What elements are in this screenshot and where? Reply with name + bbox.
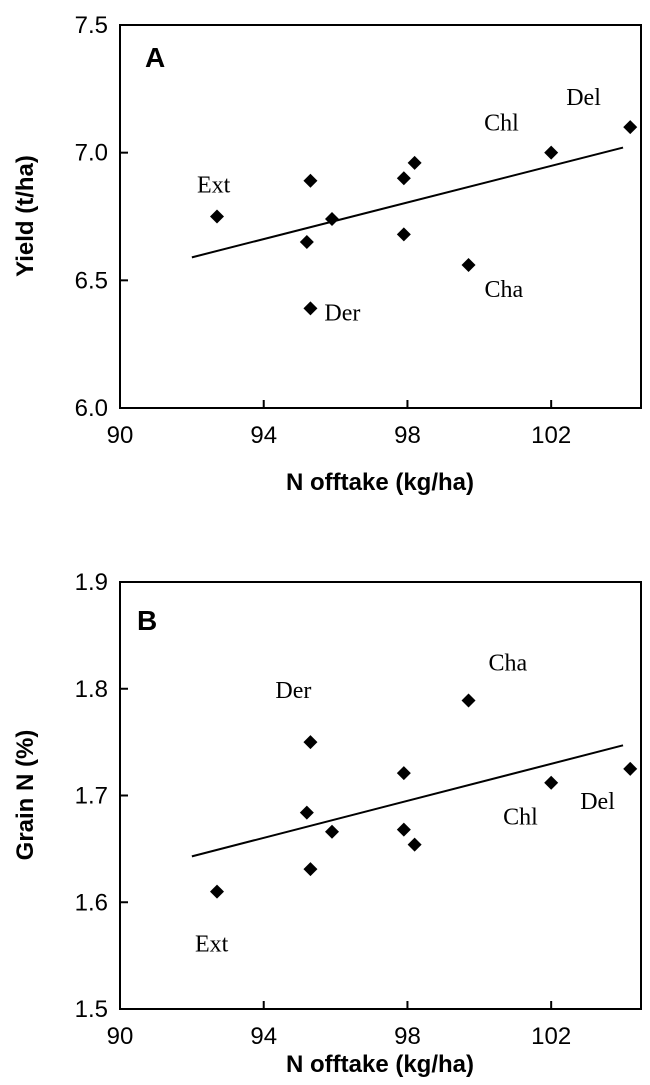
y-tick-label: 7.5: [75, 12, 108, 39]
x-tick-label: 102: [531, 422, 571, 449]
trendline: [191, 744, 624, 858]
data-point: [303, 862, 318, 877]
tick-marks: [119, 24, 553, 409]
point-label: Chl: [503, 805, 538, 831]
data-point: [407, 155, 422, 170]
y-tick-label: 1.8: [75, 676, 108, 703]
data-point: [544, 775, 559, 790]
data-point: [299, 805, 314, 820]
y-tick-labels: 6.0 6.5 7.0 7.5: [75, 12, 108, 422]
point-label: Cha: [485, 277, 524, 303]
panel-b: B Ext Der Cha Chl Del 90 94 98 102 1.5 1.6 1.7 1.8…: [12, 569, 642, 1078]
trendline-group: [191, 146, 624, 259]
trendline-group: [191, 744, 624, 858]
y-tick-labels: 1.5 1.6 1.7 1.8 1.9: [75, 569, 108, 1023]
point-label: Del: [580, 789, 615, 815]
point-label: Del: [566, 85, 601, 111]
point-labels-group: Ext Der Cha Chl Del: [197, 85, 601, 326]
x-tick-label: 102: [531, 1023, 571, 1050]
point-label: Der: [275, 678, 311, 704]
point-label: Ext: [197, 173, 231, 199]
y-tick-label: 7.0: [75, 140, 108, 167]
data-point: [407, 837, 422, 852]
x-tick-label: 94: [250, 422, 277, 449]
x-tick-labels: 90 94 98 102: [107, 1023, 572, 1050]
plot-frame: [119, 24, 642, 409]
panel-label: A: [145, 42, 165, 73]
x-axis-title: N offtake (kg/ha): [286, 469, 474, 496]
x-tick-label: 90: [107, 422, 134, 449]
point-label: Der: [324, 300, 360, 326]
x-axis-title: N offtake (kg/ha): [286, 1051, 474, 1078]
points-group: [210, 120, 638, 316]
point-label: Chl: [484, 111, 519, 137]
data-point: [210, 209, 225, 224]
y-tick-label: 1.9: [75, 569, 108, 596]
data-point: [324, 824, 339, 839]
data-point: [299, 235, 314, 250]
point-labels-group: Ext Der Cha Chl Del: [195, 650, 615, 957]
data-point: [324, 212, 339, 227]
data-point: [461, 258, 476, 273]
y-tick-label: 6.0: [75, 395, 108, 422]
data-point: [396, 766, 411, 781]
data-point: [396, 227, 411, 242]
data-point: [303, 301, 318, 316]
tick-marks: [119, 581, 553, 1010]
panel-a: A Ext Der Cha Chl Del 90 94 98 102 6.0 6.5 7.0 7.5…: [12, 12, 642, 496]
data-point: [461, 693, 476, 708]
panel-label: B: [137, 605, 157, 636]
data-point: [303, 173, 318, 188]
y-tick-label: 6.5: [75, 267, 108, 294]
points-group: [210, 693, 638, 899]
data-point: [623, 761, 638, 776]
x-tick-label: 94: [250, 1023, 277, 1050]
x-tick-labels: 90 94 98 102: [107, 422, 572, 449]
trendline: [191, 146, 624, 259]
y-tick-label: 1.6: [75, 889, 108, 916]
y-axis-title: Grain N (%): [12, 730, 39, 861]
x-tick-label: 98: [394, 422, 421, 449]
x-tick-label: 90: [107, 1023, 134, 1050]
x-tick-label: 98: [394, 1023, 421, 1050]
data-point: [210, 884, 225, 899]
y-axis-title: Yield (t/ha): [12, 155, 39, 277]
data-point: [623, 120, 638, 135]
data-point: [396, 822, 411, 837]
data-point: [303, 735, 318, 750]
y-tick-label: 1.5: [75, 996, 108, 1023]
point-label: Cha: [489, 650, 528, 676]
point-label: Ext: [195, 932, 229, 958]
data-point: [544, 145, 559, 160]
y-tick-label: 1.7: [75, 783, 108, 810]
data-point: [396, 171, 411, 186]
